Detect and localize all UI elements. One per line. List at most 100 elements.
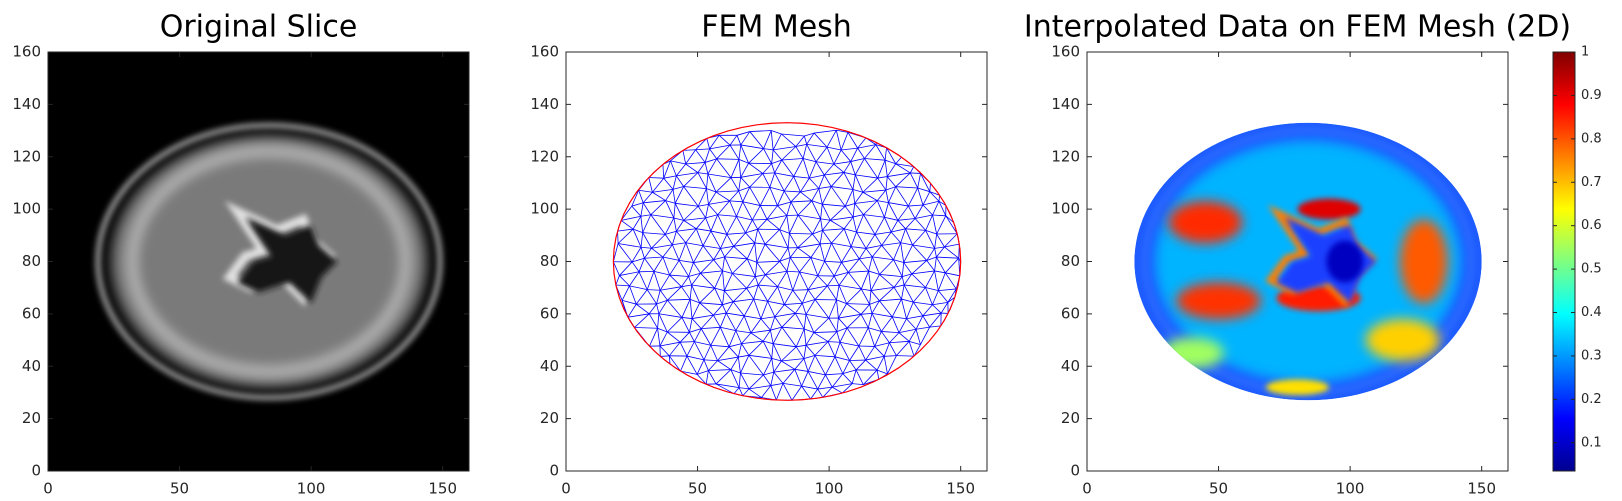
mesh-edge <box>847 132 858 149</box>
mesh-edge <box>617 243 633 263</box>
mesh-edge <box>766 205 778 220</box>
mesh-edge <box>656 290 661 305</box>
mesh-edge <box>798 214 821 220</box>
mesh-edge <box>922 204 933 216</box>
mesh-edge <box>898 332 910 342</box>
mesh-edge <box>708 370 717 385</box>
mesh-edge <box>683 205 699 221</box>
mesh-edge <box>696 359 705 375</box>
y-tick-label: 0 <box>31 462 41 480</box>
mesh-edge <box>724 287 747 292</box>
mesh-edge <box>884 160 888 177</box>
mesh-edge <box>885 189 889 203</box>
mesh-edge <box>638 271 648 290</box>
mesh-edge <box>823 163 835 176</box>
mesh-edge <box>737 357 741 374</box>
mesh-edge <box>662 256 670 276</box>
mesh-edge <box>642 232 652 249</box>
mesh-edge <box>852 203 856 217</box>
mesh-edge <box>784 304 796 314</box>
mesh-edge <box>812 233 821 245</box>
mesh-edge <box>746 288 755 300</box>
mesh-edge <box>874 331 882 347</box>
mesh-edge <box>826 130 837 148</box>
mesh-edge <box>722 304 727 314</box>
mesh-edge <box>629 285 648 291</box>
mesh-edge <box>717 200 730 215</box>
mesh-edge <box>676 220 685 232</box>
mesh-edge <box>673 203 676 219</box>
mesh-edge <box>929 191 940 202</box>
mesh-edge <box>826 146 835 165</box>
plot-area <box>48 52 469 471</box>
mesh-edge <box>627 313 650 318</box>
y-tick-label: 140 <box>530 95 559 113</box>
mesh-edge <box>750 329 771 334</box>
mesh-edge <box>706 188 709 205</box>
mesh-edge <box>929 183 931 192</box>
mesh-edge <box>795 303 803 314</box>
mesh-edge <box>879 274 895 288</box>
colorbar-tick-label: 0.3 <box>1581 348 1602 363</box>
mesh-edge <box>716 158 732 178</box>
mesh-edge <box>886 176 897 187</box>
mesh-edge <box>854 158 865 176</box>
mesh-edge <box>653 256 664 272</box>
mesh-edge <box>742 186 751 202</box>
mesh-edge <box>732 273 756 277</box>
mesh-edge <box>903 244 913 263</box>
mesh-edge <box>905 228 926 231</box>
mesh-edge <box>781 158 804 161</box>
mesh-edge <box>669 260 680 276</box>
mesh-edge <box>713 304 723 316</box>
mesh-edge <box>738 354 749 358</box>
mesh-edge <box>908 329 917 342</box>
mesh-edge <box>717 356 739 362</box>
mesh-edge <box>742 388 750 396</box>
mesh-edge <box>859 256 873 260</box>
mesh-edge <box>665 200 675 219</box>
mesh-edge <box>881 316 893 332</box>
mesh-edge <box>765 270 788 276</box>
mesh-edge <box>858 258 869 272</box>
x-tick-label: 50 <box>1209 480 1228 498</box>
mesh-edge <box>729 144 740 160</box>
mesh-edge <box>695 138 708 151</box>
mesh-edge <box>838 317 848 329</box>
mesh-edge <box>824 260 842 263</box>
mesh-edge <box>879 273 903 278</box>
mesh-edge <box>908 204 924 207</box>
mesh-edge <box>728 346 739 358</box>
mesh-edge <box>722 270 733 274</box>
mesh-edge <box>733 387 740 394</box>
mesh-edge <box>803 358 809 372</box>
x-tick-label: 50 <box>688 480 707 498</box>
mesh-edge <box>925 214 933 231</box>
mesh-edge <box>820 218 823 231</box>
mesh-edge <box>827 285 840 287</box>
mesh-edge <box>640 247 645 259</box>
mesh-edge <box>864 158 878 179</box>
mesh-edge <box>704 158 717 163</box>
mesh-edge <box>885 186 896 191</box>
mesh-edge <box>917 187 924 206</box>
mesh-edge <box>862 369 878 385</box>
mesh-edge <box>925 230 935 249</box>
mesh-edge <box>722 290 725 305</box>
mesh-edge <box>779 215 788 230</box>
mesh-edge <box>629 285 637 305</box>
mesh-edge <box>696 374 707 385</box>
mesh-edge <box>777 190 785 206</box>
mesh-edge <box>944 233 958 248</box>
mesh-edge <box>881 231 892 246</box>
mesh-edge <box>760 318 771 331</box>
mesh-edge <box>672 244 680 261</box>
mesh-edge <box>807 355 816 372</box>
mesh-edge <box>686 341 695 357</box>
mesh-edge <box>777 271 788 287</box>
mesh-edge <box>749 173 764 188</box>
mesh-edge <box>823 174 832 187</box>
mesh-edge <box>810 388 819 400</box>
mesh-edge <box>800 191 813 202</box>
mesh-edge <box>664 217 675 235</box>
